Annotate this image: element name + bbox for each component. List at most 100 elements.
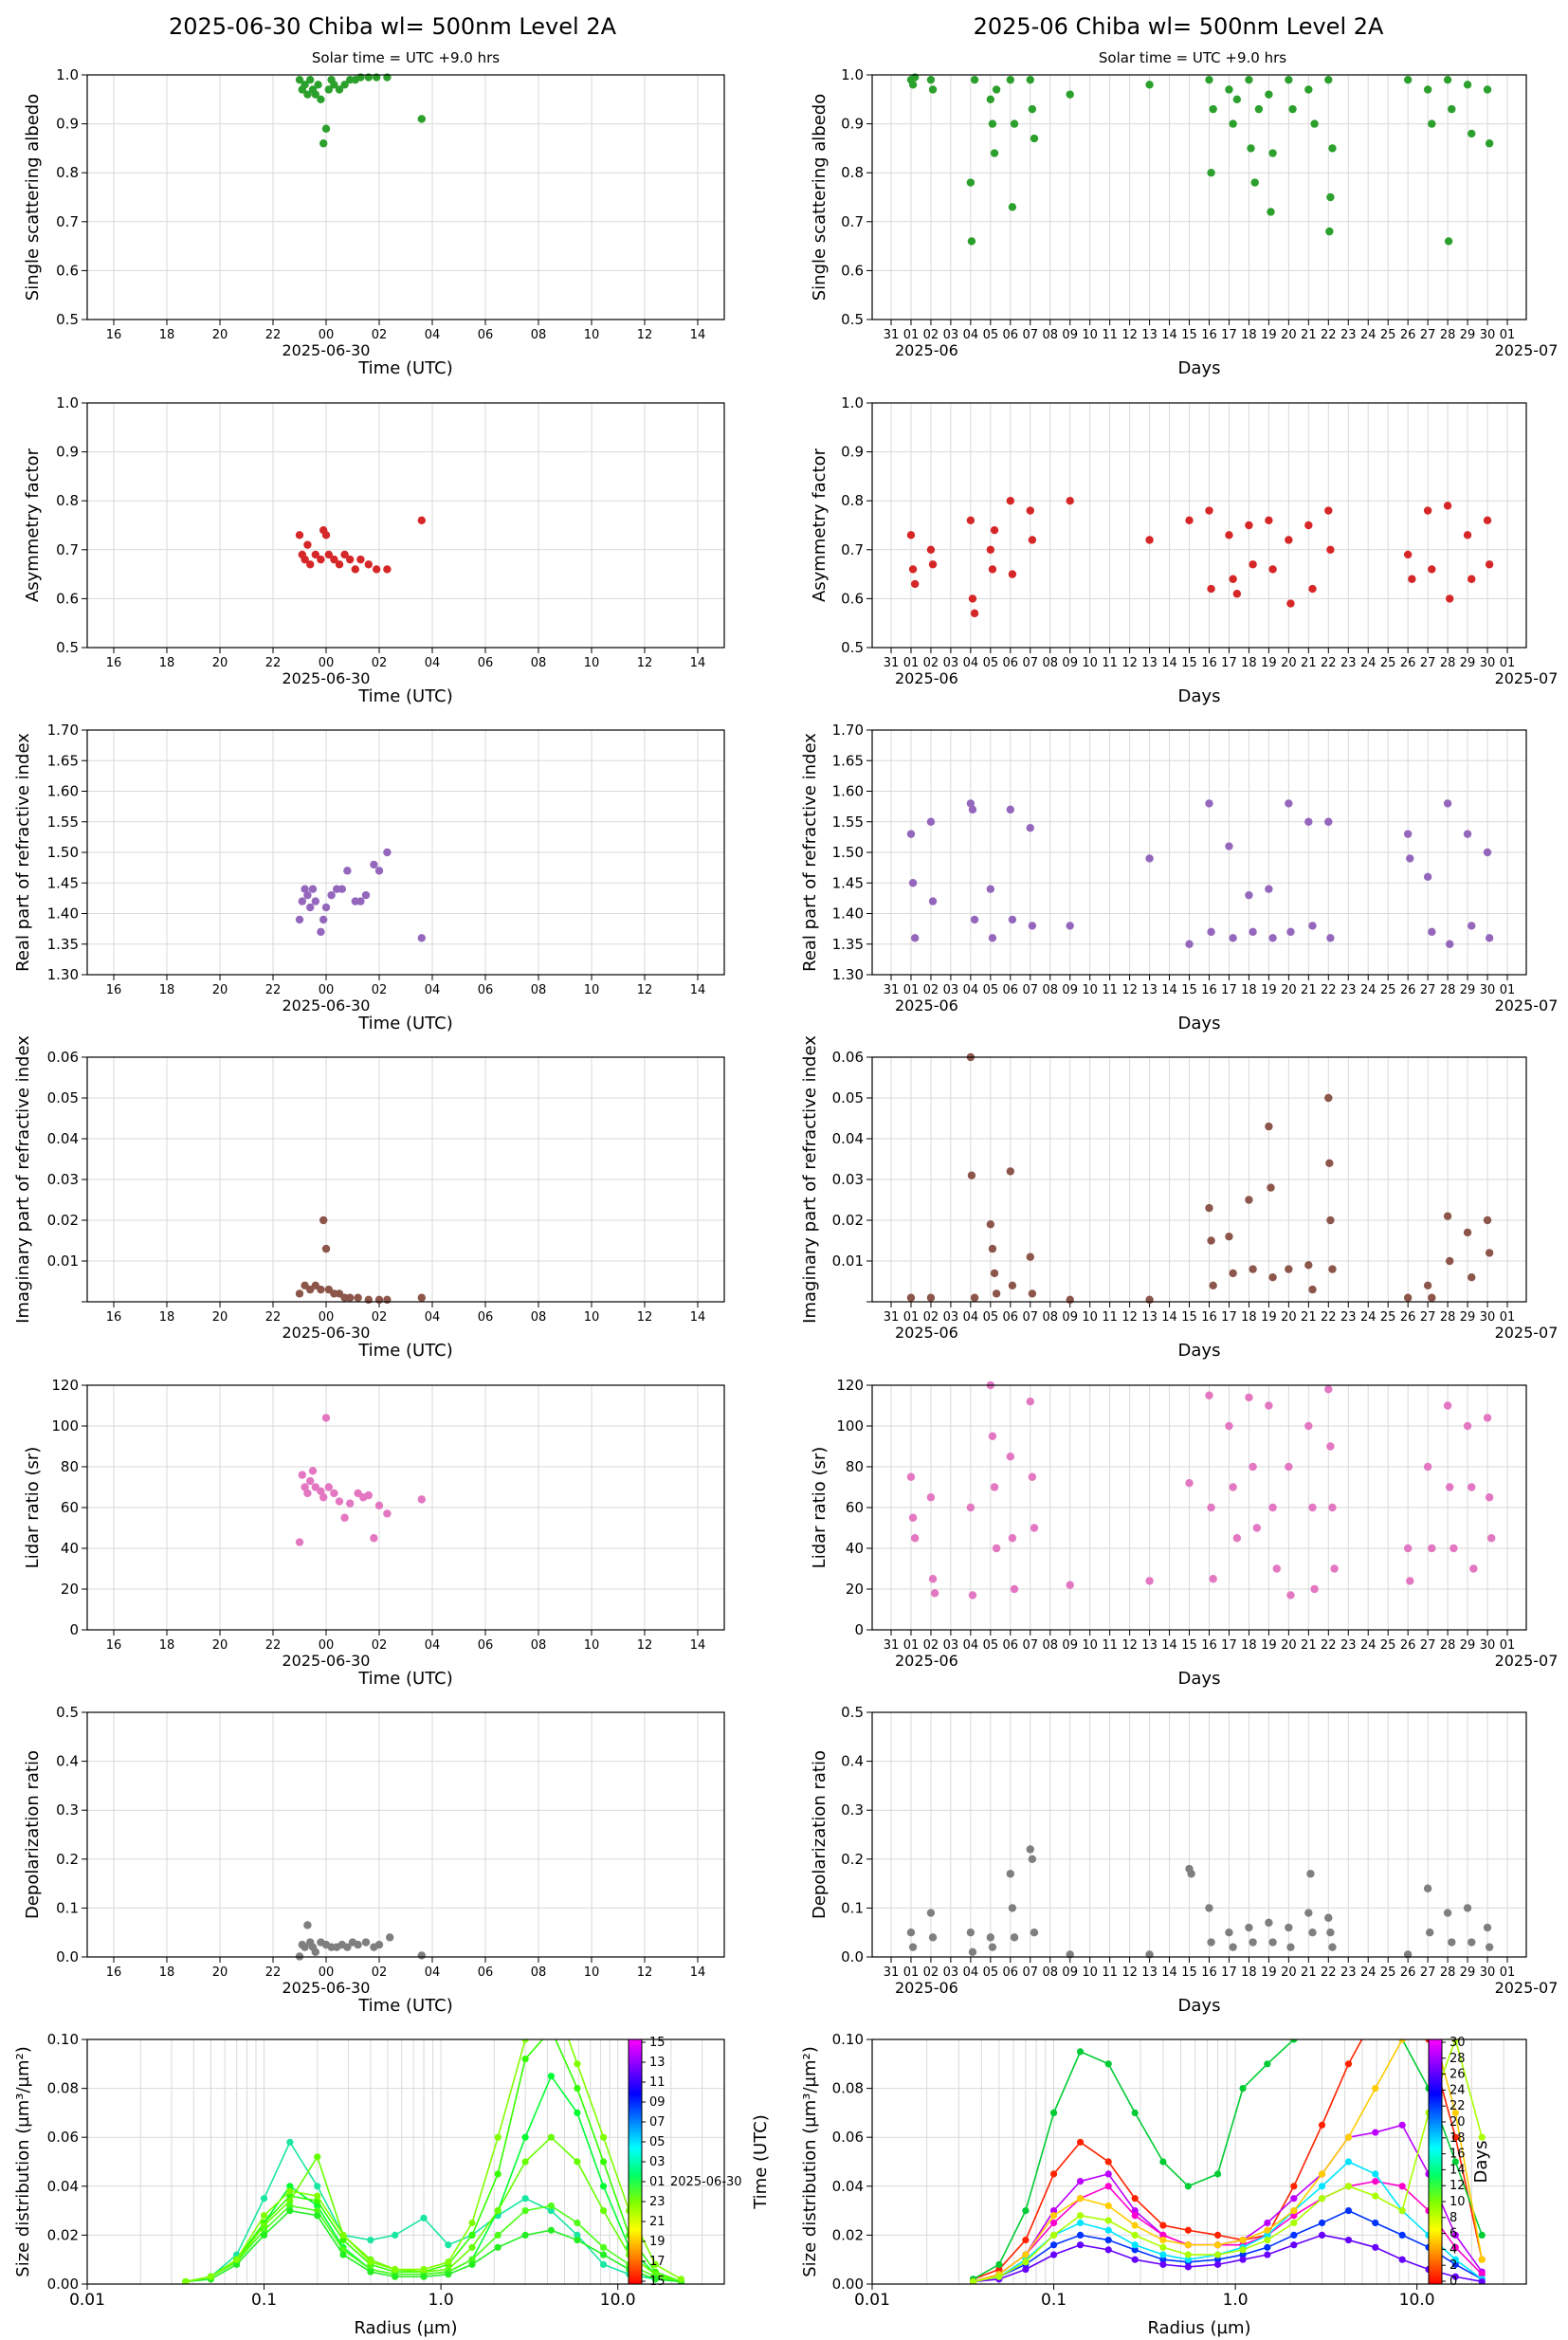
data-point [910, 934, 920, 942]
series-line [973, 2039, 1483, 2280]
x-tick-label: 08 [1042, 328, 1058, 342]
data-point [966, 1503, 975, 1512]
axes-frame [871, 1056, 1527, 1303]
y-tick-label: 0.5 [56, 639, 79, 656]
data-point [306, 903, 315, 912]
x-tick-label: 09 [1062, 656, 1078, 670]
series-point [574, 2109, 581, 2116]
y-tick-label: 1.40 [47, 905, 79, 923]
x-tick-label: 02 [923, 328, 939, 342]
grid [113, 1712, 699, 1957]
x-tick-label: 06 [478, 983, 494, 997]
y-axis-label: Single scattering albedo [810, 94, 830, 301]
data-point [926, 545, 936, 554]
axes-frame [86, 74, 725, 320]
x-tick-label: 19 [1261, 1638, 1277, 1653]
series-point [574, 2060, 581, 2068]
x-tick-label: 23 [1340, 1965, 1357, 1980]
y-tick-label: 0.7 [841, 541, 864, 558]
data-point [1030, 1929, 1039, 1937]
x-tick-label: 30 [1480, 1638, 1496, 1653]
x-tick-label: 0.01 [854, 2291, 890, 2310]
data-point [1030, 1524, 1039, 1532]
colorbar-date-label: 2025-06-30 [670, 2175, 742, 2189]
y-tick-label: 0.7 [841, 213, 864, 230]
data-point [1265, 516, 1273, 525]
data-point [1249, 927, 1257, 937]
data-point [340, 550, 349, 559]
series-point [1159, 2243, 1167, 2251]
series-point [420, 2273, 428, 2280]
x-tick-label: 04 [425, 1965, 441, 1980]
y-tick-label: 0.08 [47, 2080, 79, 2097]
x-tick-label: 18 [159, 983, 175, 997]
y-tick-label: 120 [836, 1377, 864, 1394]
series-point [1372, 2170, 1379, 2178]
series-point [1398, 2256, 1406, 2263]
data-point [1428, 1544, 1436, 1553]
series-point [599, 2183, 608, 2190]
x-tick-label: 24 [1360, 656, 1377, 670]
data-point [988, 1432, 997, 1440]
x-tick-label: 31 [884, 1638, 900, 1653]
x-tick-label: 30 [1480, 983, 1496, 997]
x-tick-label: 28 [1440, 656, 1456, 670]
x-tick-label: 10 [1082, 1638, 1098, 1653]
data-point [1010, 1933, 1019, 1942]
data-point [1245, 1393, 1253, 1402]
data-point [340, 81, 349, 89]
data-point [1304, 85, 1313, 94]
y-tick-label: 0.04 [832, 2178, 864, 2195]
series-point [651, 2260, 659, 2268]
series-point [1451, 2243, 1459, 2251]
series-point [1451, 2039, 1459, 2043]
series-point [1184, 2183, 1192, 2190]
data-point [1006, 1167, 1015, 1176]
x-tick-label: 21 [1301, 983, 1317, 997]
colorbar-tick-label: 18 [1449, 2131, 1466, 2146]
y-tick-label: 0 [69, 1621, 79, 1638]
y-tick-label: 0.9 [56, 116, 79, 133]
data-point [1265, 90, 1273, 99]
series-point [1213, 2170, 1222, 2178]
x-end-label: 2025-07 [1495, 341, 1559, 359]
series-point [314, 2153, 321, 2161]
data-point [970, 75, 979, 84]
x-tick-label: 06 [478, 1310, 494, 1325]
series-point [286, 2183, 294, 2190]
data-point [1006, 1870, 1015, 1878]
x-tick-label: 06 [478, 1965, 494, 1980]
axes-frame [86, 2038, 725, 2285]
x-tick-label: 0.1 [251, 2291, 277, 2310]
y-tick-label: 0.5 [841, 311, 864, 328]
y-tick-label: 1.0 [841, 66, 864, 83]
y-tick-label: 0.04 [47, 2178, 79, 2195]
x-tick-label: 14 [690, 1965, 706, 1980]
title-right: 2025-06 Chiba wl= 500nm Level 2A [974, 13, 1384, 40]
data-point [1026, 1845, 1034, 1854]
series-point [1131, 2207, 1139, 2215]
x-tick-label: 23 [1340, 328, 1357, 342]
x-tick-label: 04 [963, 1638, 979, 1653]
data-point [1463, 830, 1472, 838]
y-tick-label: 0.0 [841, 1948, 864, 1965]
series-point [494, 2231, 501, 2239]
data-point [1485, 139, 1494, 148]
data-point [373, 565, 381, 574]
data-point [928, 1933, 938, 1942]
x-tick-label: 08 [531, 1638, 547, 1653]
series-point [599, 2133, 608, 2141]
x-tick-label: 08 [531, 656, 547, 670]
x-tick-label: 06 [478, 1638, 494, 1653]
data-point [1245, 890, 1253, 900]
y-tick-label: 0.06 [832, 2129, 864, 2146]
data-point [1245, 75, 1253, 84]
data-point [324, 85, 333, 94]
data-point [1026, 75, 1034, 84]
y-tick-label: 0.02 [832, 2226, 864, 2243]
data-point [966, 516, 975, 525]
series-line [185, 2204, 682, 2283]
data-point [1026, 1398, 1034, 1406]
x-tick-label: 03 [943, 656, 959, 670]
